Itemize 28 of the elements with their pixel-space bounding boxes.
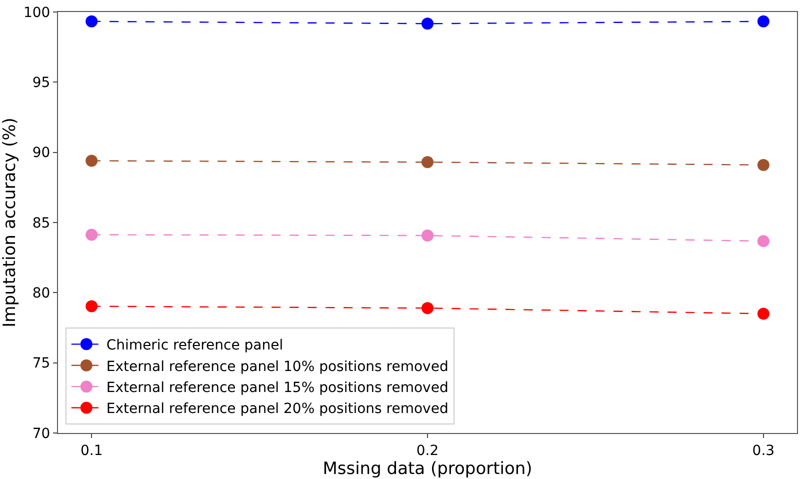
point xyxy=(86,154,98,167)
point xyxy=(422,302,434,314)
point xyxy=(86,228,98,241)
point xyxy=(422,156,434,168)
y-tick-label: 95 xyxy=(32,75,50,92)
point xyxy=(86,300,98,312)
point xyxy=(422,230,434,242)
point xyxy=(422,18,434,30)
y-tick-label: 85 xyxy=(32,215,50,232)
x-tick-label: 0.1 xyxy=(80,442,103,459)
y-tick-label: 80 xyxy=(32,286,50,302)
legend-label: External reference panel 20% positions removed xyxy=(106,401,448,418)
point xyxy=(757,308,770,320)
y-tick-label: 70 xyxy=(32,426,50,442)
point xyxy=(86,15,98,28)
legend-label: External reference panel 15% positions removed xyxy=(106,380,448,396)
y-axis-title: Imputation accuracy (%) xyxy=(0,118,20,328)
legend-label: Chimeric reference panel xyxy=(106,338,284,354)
y-tick-label: 75 xyxy=(32,356,50,372)
y-tick-label: 100 xyxy=(23,4,50,21)
x-axis-title: Mssing data (proportion) xyxy=(322,459,532,479)
x-tick-label: 0.2 xyxy=(416,442,439,459)
point xyxy=(757,235,770,248)
point xyxy=(757,158,770,171)
x-tick-label: 0.3 xyxy=(752,442,775,459)
point xyxy=(757,15,770,28)
legend-label: External reference panel 10% positions removed xyxy=(106,358,448,375)
y-tick-label: 90 xyxy=(32,145,50,162)
